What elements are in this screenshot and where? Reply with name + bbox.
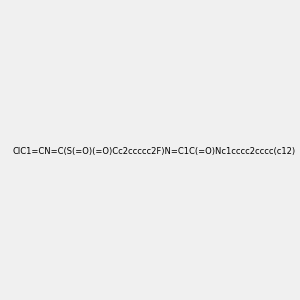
Text: ClC1=CN=C(S(=O)(=O)Cc2ccccc2F)N=C1C(=O)Nc1cccc2cccc(c12): ClC1=CN=C(S(=O)(=O)Cc2ccccc2F)N=C1C(=O)N… bbox=[12, 147, 295, 156]
